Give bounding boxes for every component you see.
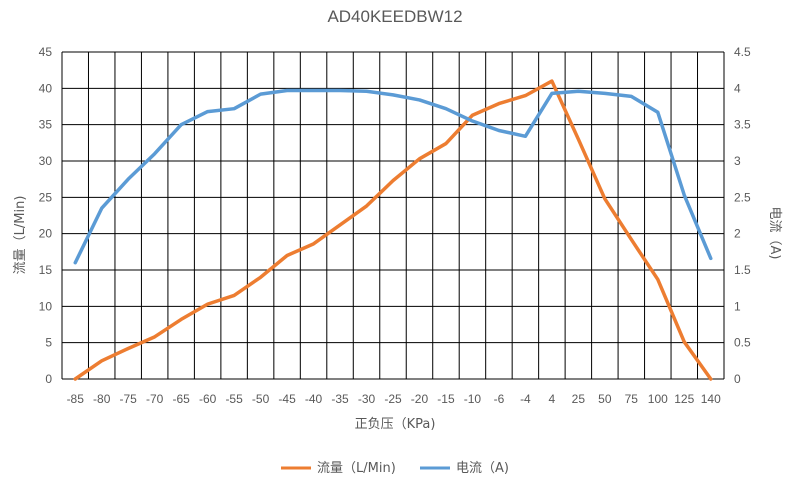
- y2-tick-label: 1: [734, 299, 741, 313]
- chart-grid: [61, 51, 725, 380]
- x-tick-label: -30: [358, 392, 376, 406]
- x-tick-label: -50: [252, 392, 270, 406]
- x-tick-label: -35: [331, 392, 349, 406]
- y2-tick-label: 2: [734, 227, 741, 241]
- x-tick-label: 25: [572, 392, 586, 406]
- x-tick-label: -15: [437, 392, 455, 406]
- x-tick-label: -10: [464, 392, 482, 406]
- y-tick-label: 45: [39, 45, 53, 59]
- series-line-flow: [73, 79, 713, 381]
- x-tick-label: -20: [411, 392, 429, 406]
- y2-tick-label: 3: [734, 154, 741, 168]
- left-axis-ticks: 0 5 10 15 20 25 30 35 40 45: [39, 45, 53, 386]
- x-tick-label: -25: [384, 392, 402, 406]
- y2-tick-label: 0.5: [734, 336, 751, 350]
- x-tick-label: -4: [520, 392, 531, 406]
- x-tick-label: 50: [598, 392, 612, 406]
- y2-tick-label: 3.5: [734, 118, 751, 132]
- legend-label-flow: 流量（L/Min): [317, 461, 396, 476]
- y-axis-label: 流量（L/Min): [13, 196, 28, 275]
- x-tick-label: -85: [67, 392, 85, 406]
- y-tick-label: 10: [39, 299, 53, 313]
- x-tick-label: -80: [93, 392, 111, 406]
- y-tick-label: 25: [39, 190, 53, 204]
- x-tick-label: -55: [225, 392, 243, 406]
- x-tick-label: 125: [674, 392, 694, 406]
- y-tick-label: 15: [39, 263, 53, 277]
- x-axis-ticks: -85 -80 -75 -70 -65 -60 -55 -50 -45 -40 -35 -30 -25-…: [67, 392, 722, 406]
- y-tick-label: 40: [39, 81, 53, 95]
- x-tick-label: -65: [172, 392, 190, 406]
- y2-tick-label: 0: [734, 372, 741, 386]
- y-tick-label: 20: [39, 227, 53, 241]
- y2-axis-label: 电流（A): [767, 207, 782, 260]
- x-tick-label: -70: [146, 392, 164, 406]
- x-tick-label: 75: [625, 392, 639, 406]
- right-axis-ticks: 0 0.5 1 1.5 2 2.5 3 3.5 4 4.5: [734, 45, 751, 386]
- legend: 流量（L/Min) 电流（A): [281, 461, 509, 476]
- x-axis-label: 正负压（KPa): [355, 417, 436, 432]
- x-tick-label: -75: [120, 392, 138, 406]
- y-tick-label: 35: [39, 118, 53, 132]
- x-tick-label: -45: [278, 392, 296, 406]
- y-tick-label: 5: [45, 336, 52, 350]
- y2-tick-label: 2.5: [734, 190, 751, 204]
- series-layer: [73, 79, 713, 381]
- x-tick-label: 4: [549, 392, 556, 406]
- x-tick-label: 140: [701, 392, 721, 406]
- y2-tick-label: 4.5: [734, 45, 751, 59]
- x-tick-label: -6: [494, 392, 505, 406]
- y2-tick-label: 1.5: [734, 263, 751, 277]
- x-tick-label: 100: [648, 392, 668, 406]
- legend-label-current: 电流（A): [456, 461, 509, 476]
- y2-tick-label: 4: [734, 81, 741, 95]
- y-tick-label: 30: [39, 154, 53, 168]
- y-tick-label: 0: [45, 372, 52, 386]
- chart-title: AD40KEEDBW12: [327, 7, 462, 26]
- series-line-current: [73, 88, 713, 265]
- x-tick-label: -60: [199, 392, 217, 406]
- x-tick-label: -40: [305, 392, 323, 406]
